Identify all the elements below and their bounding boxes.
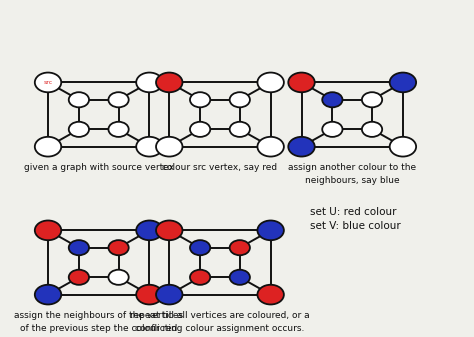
Circle shape bbox=[362, 92, 382, 107]
Circle shape bbox=[390, 72, 416, 92]
Circle shape bbox=[229, 122, 250, 137]
Text: of the previous step the colour red: of the previous step the colour red bbox=[20, 324, 177, 333]
Circle shape bbox=[156, 285, 182, 304]
Text: src: src bbox=[44, 80, 53, 85]
Text: repeat till all vertices are coloured, or a: repeat till all vertices are coloured, o… bbox=[130, 311, 310, 320]
Circle shape bbox=[190, 240, 210, 255]
Circle shape bbox=[136, 285, 163, 304]
Text: neighbours, say blue: neighbours, say blue bbox=[305, 176, 400, 185]
Circle shape bbox=[229, 92, 250, 107]
Circle shape bbox=[69, 240, 89, 255]
Circle shape bbox=[136, 137, 163, 157]
Circle shape bbox=[35, 285, 61, 304]
Circle shape bbox=[322, 122, 343, 137]
Circle shape bbox=[109, 240, 129, 255]
Circle shape bbox=[109, 270, 129, 285]
Circle shape bbox=[35, 137, 61, 157]
Circle shape bbox=[190, 92, 210, 107]
Circle shape bbox=[362, 122, 382, 137]
Text: given a graph with source vertex: given a graph with source vertex bbox=[24, 163, 174, 172]
Circle shape bbox=[257, 220, 284, 240]
Circle shape bbox=[109, 122, 129, 137]
Circle shape bbox=[322, 92, 343, 107]
Circle shape bbox=[156, 72, 182, 92]
Text: colour src vertex, say red: colour src vertex, say red bbox=[163, 163, 277, 172]
Circle shape bbox=[288, 72, 315, 92]
Circle shape bbox=[136, 72, 163, 92]
Circle shape bbox=[35, 72, 61, 92]
Circle shape bbox=[288, 137, 315, 157]
Circle shape bbox=[35, 220, 61, 240]
Text: conflicting colour assignment occurs.: conflicting colour assignment occurs. bbox=[135, 324, 305, 333]
Circle shape bbox=[156, 220, 182, 240]
Circle shape bbox=[136, 220, 163, 240]
Circle shape bbox=[69, 270, 89, 285]
Circle shape bbox=[390, 137, 416, 157]
Circle shape bbox=[69, 122, 89, 137]
Circle shape bbox=[69, 92, 89, 107]
Circle shape bbox=[229, 270, 250, 285]
Text: assign another colour to the: assign another colour to the bbox=[288, 163, 416, 172]
Circle shape bbox=[156, 137, 182, 157]
Circle shape bbox=[257, 72, 284, 92]
Text: assign the neighbours of the vertices: assign the neighbours of the vertices bbox=[14, 311, 183, 320]
Circle shape bbox=[257, 285, 284, 304]
Circle shape bbox=[257, 137, 284, 157]
Text: set U: red colour
set V: blue colour: set U: red colour set V: blue colour bbox=[310, 207, 401, 232]
Circle shape bbox=[109, 92, 129, 107]
Circle shape bbox=[190, 122, 210, 137]
Circle shape bbox=[190, 270, 210, 285]
Circle shape bbox=[229, 240, 250, 255]
